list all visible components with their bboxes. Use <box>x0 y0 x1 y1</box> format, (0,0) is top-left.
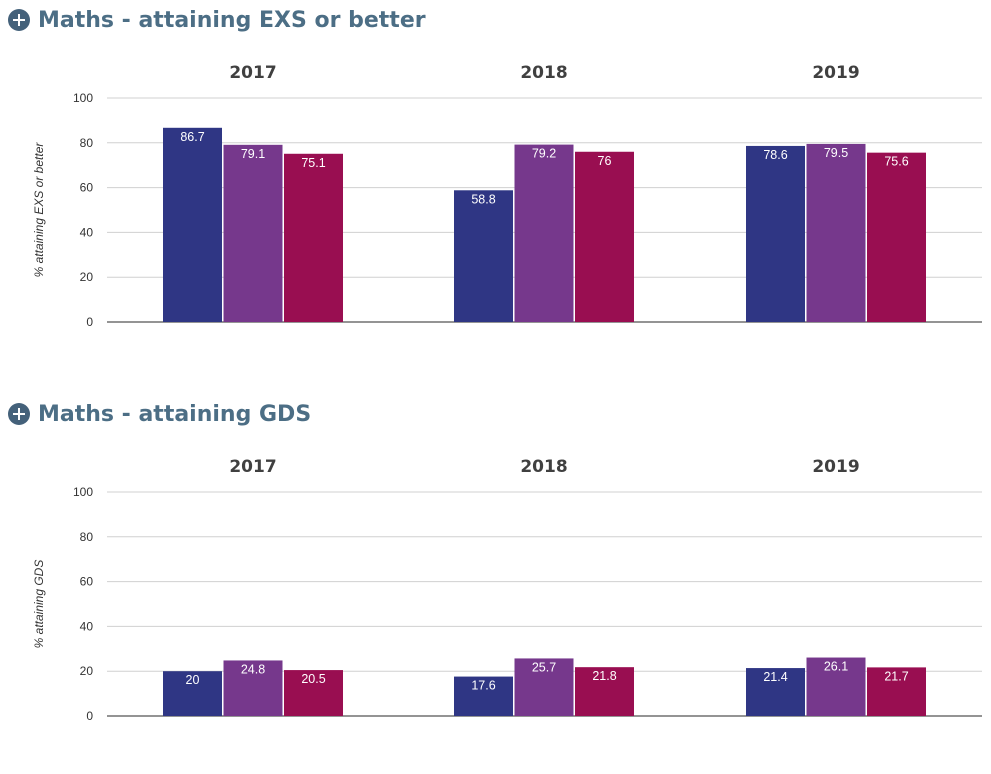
bar <box>746 145 805 322</box>
y-tick-label: 0 <box>86 315 93 329</box>
bar <box>163 671 222 716</box>
bar <box>223 144 283 322</box>
group-label: 2019 <box>812 457 859 477</box>
bar-chart-exs: 0 20 40 60 80 100 % attaining EXS or better 201… <box>32 63 982 329</box>
y-tick-label: 60 <box>80 575 94 589</box>
bar-value-label: 79.5 <box>824 146 848 160</box>
y-tick-label: 100 <box>73 485 93 499</box>
group-label: 2018 <box>520 457 567 477</box>
bar <box>867 667 926 716</box>
bar-value-label: 75.6 <box>884 155 908 169</box>
group-label: 2017 <box>229 63 276 83</box>
plus-circle-icon[interactable] <box>8 403 30 425</box>
bar <box>746 668 805 716</box>
bar <box>223 660 283 716</box>
bar-value-label: 20.5 <box>301 672 325 686</box>
y-tick-label: 20 <box>80 270 94 284</box>
section-exs: Maths - attaining EXS or better 0 20 40 60 8… <box>0 2 991 342</box>
section-gds: Maths - attaining GDS 0 20 40 60 80 100 % atta… <box>0 396 991 741</box>
y-tick-label: 40 <box>80 225 94 239</box>
bar-value-label: 86.7 <box>180 130 204 144</box>
bar-value-label: 25.7 <box>532 660 556 674</box>
bar <box>514 658 574 716</box>
section-header-gds[interactable]: Maths - attaining GDS <box>8 396 311 432</box>
bar-value-label: 78.6 <box>763 148 787 162</box>
bar-value-label: 58.8 <box>471 192 495 206</box>
y-tick-label: 80 <box>80 530 94 544</box>
bar-value-label: 21.8 <box>592 669 616 683</box>
bar <box>867 152 926 322</box>
bar-value-label: 21.4 <box>763 670 787 684</box>
bar <box>163 127 222 323</box>
y-tick-label: 80 <box>80 136 94 150</box>
section-header-exs[interactable]: Maths - attaining EXS or better <box>8 2 426 38</box>
y-tick-label: 40 <box>80 619 94 633</box>
group-label: 2017 <box>229 457 276 477</box>
y-tick-label: 100 <box>73 91 93 105</box>
bar-chart-gds: 0 20 40 60 80 100 % attaining GDS 2017 20 24.8 20.… <box>32 457 982 723</box>
y-tick-label: 20 <box>80 664 94 678</box>
bar-value-label: 75.1 <box>301 156 325 170</box>
bar <box>575 151 634 322</box>
bar <box>454 190 513 322</box>
y-tick-label: 0 <box>86 709 93 723</box>
section-title: Maths - attaining EXS or better <box>38 7 426 33</box>
y-tick-label: 60 <box>80 181 94 195</box>
bar-value-label: 17.6 <box>471 679 495 693</box>
bar <box>575 667 634 716</box>
y-axis-label: % attaining EXS or better <box>32 142 46 278</box>
y-axis-label: % attaining GDS <box>32 560 46 649</box>
bar-value-label: 21.7 <box>884 669 908 683</box>
bar-value-label: 26.1 <box>824 660 848 674</box>
bar-value-label: 24.8 <box>241 662 265 676</box>
bar <box>806 657 866 716</box>
bar-value-label: 76 <box>598 154 612 168</box>
bar <box>806 143 866 322</box>
bar-value-label: 79.2 <box>532 147 556 161</box>
bar <box>454 676 513 716</box>
bar-value-label: 20 <box>186 673 200 687</box>
group-label: 2018 <box>520 63 567 83</box>
bar-value-label: 79.1 <box>241 147 265 161</box>
section-title: Maths - attaining GDS <box>38 401 312 427</box>
plus-circle-icon[interactable] <box>8 9 30 31</box>
bar <box>284 670 343 716</box>
bar <box>284 153 343 322</box>
bar <box>514 144 574 322</box>
group-label: 2019 <box>812 63 859 83</box>
